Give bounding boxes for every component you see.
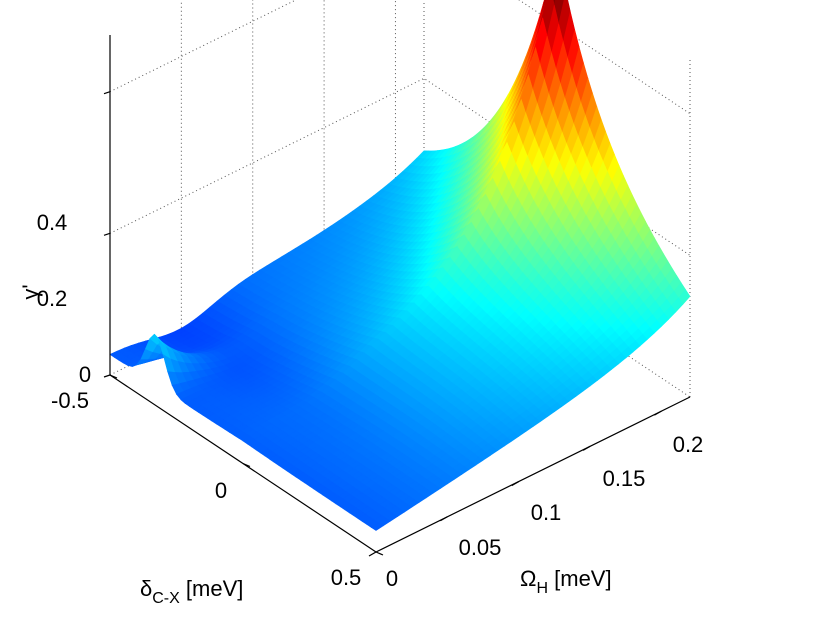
y-tick-mark-2 bbox=[375, 551, 384, 556]
x-axis-label: ΩH [meV] bbox=[520, 566, 612, 597]
x-tick-mark-3 bbox=[582, 445, 591, 451]
x-tick-mark-0 bbox=[368, 551, 377, 557]
z-tick-mark-2 bbox=[103, 91, 111, 95]
z-axis-label: γ' bbox=[18, 284, 43, 299]
z-ticks: 0.4 0.2 0 bbox=[37, 210, 91, 387]
grid-line-z-2 bbox=[109, 0, 691, 115]
x-tick-label-4: 0.2 bbox=[673, 432, 704, 457]
surface bbox=[109, 0, 691, 531]
z-tick-mark-1 bbox=[103, 232, 111, 236]
z-tick-label-0: 0.4 bbox=[37, 210, 68, 235]
z-tick-mark-0 bbox=[103, 374, 111, 378]
y-tick-mark-1 bbox=[242, 462, 251, 468]
x-tick-label-2: 0.1 bbox=[531, 500, 562, 525]
y-tick-label-1: 0 bbox=[215, 478, 227, 503]
x-tick-label-0: 0 bbox=[386, 566, 398, 591]
x-ticks: 0 0.05 0.1 0.15 0.2 bbox=[386, 432, 703, 591]
y-tick-label-2: 0.5 bbox=[331, 565, 362, 590]
z-tick-label-2: 0 bbox=[79, 362, 91, 387]
y-axis-label: δC-X [meV] bbox=[140, 576, 243, 607]
x-tick-mark-2 bbox=[511, 481, 520, 487]
surface-patch bbox=[371, 522, 384, 531]
x-tick-mark-1 bbox=[440, 516, 448, 522]
x-axis-line bbox=[375, 396, 691, 553]
x-tick-label-1: 0.05 bbox=[459, 535, 502, 560]
y-tick-mark-0 bbox=[109, 374, 118, 379]
axes-lines bbox=[103, 35, 691, 557]
y-tick-label-0: -0.5 bbox=[51, 388, 89, 413]
grid-line-z-1 bbox=[109, 77, 691, 256]
y-ticks: -0.5 0 0.5 bbox=[51, 388, 361, 590]
x-tick-label-3: 0.15 bbox=[603, 466, 646, 491]
x-tick-mark-4 bbox=[654, 410, 662, 416]
z-tick-label-1: 0.2 bbox=[37, 286, 68, 311]
